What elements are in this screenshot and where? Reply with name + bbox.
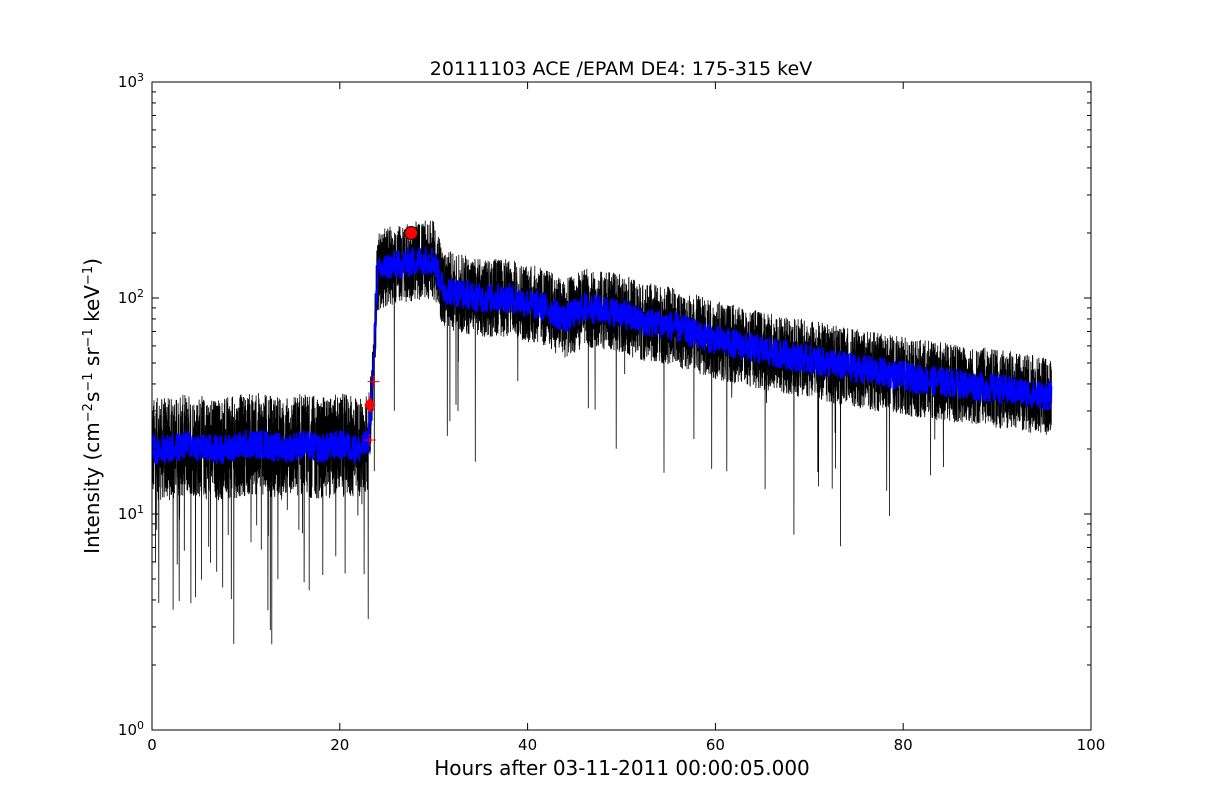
x-tick-label: 40 bbox=[518, 736, 537, 754]
plot-area: 0 20 40 60 80 100 100 101 102 103 bbox=[118, 71, 1105, 755]
x-tick-label: 80 bbox=[894, 736, 913, 754]
plus-marker bbox=[367, 375, 380, 388]
x-tick-label: 60 bbox=[706, 736, 725, 754]
plot-frame bbox=[151, 81, 1092, 731]
x-axis-label: Hours after 03-11-2011 00:00:05.000 bbox=[434, 756, 810, 780]
series-line-smoothed bbox=[152, 246, 1053, 465]
onset-marker bbox=[364, 397, 376, 413]
chart-title: 20111103 ACE /EPAM DE4: 175-315 keV bbox=[430, 58, 812, 80]
peak-marker bbox=[404, 225, 419, 240]
x-tick-label: 100 bbox=[1077, 736, 1106, 754]
y-axis-label: Intensity (cm−2s−1 sr−1 keV−1) bbox=[80, 258, 104, 554]
y-tick-label: 101 bbox=[118, 503, 144, 524]
x-tick-label: 20 bbox=[330, 736, 349, 754]
x-tick-label: 0 bbox=[147, 736, 157, 754]
y-tick-label: 100 bbox=[118, 719, 144, 740]
plus-marker bbox=[363, 434, 376, 447]
y-tick-label: 103 bbox=[118, 71, 144, 92]
y-tick-label: 102 bbox=[118, 287, 144, 308]
